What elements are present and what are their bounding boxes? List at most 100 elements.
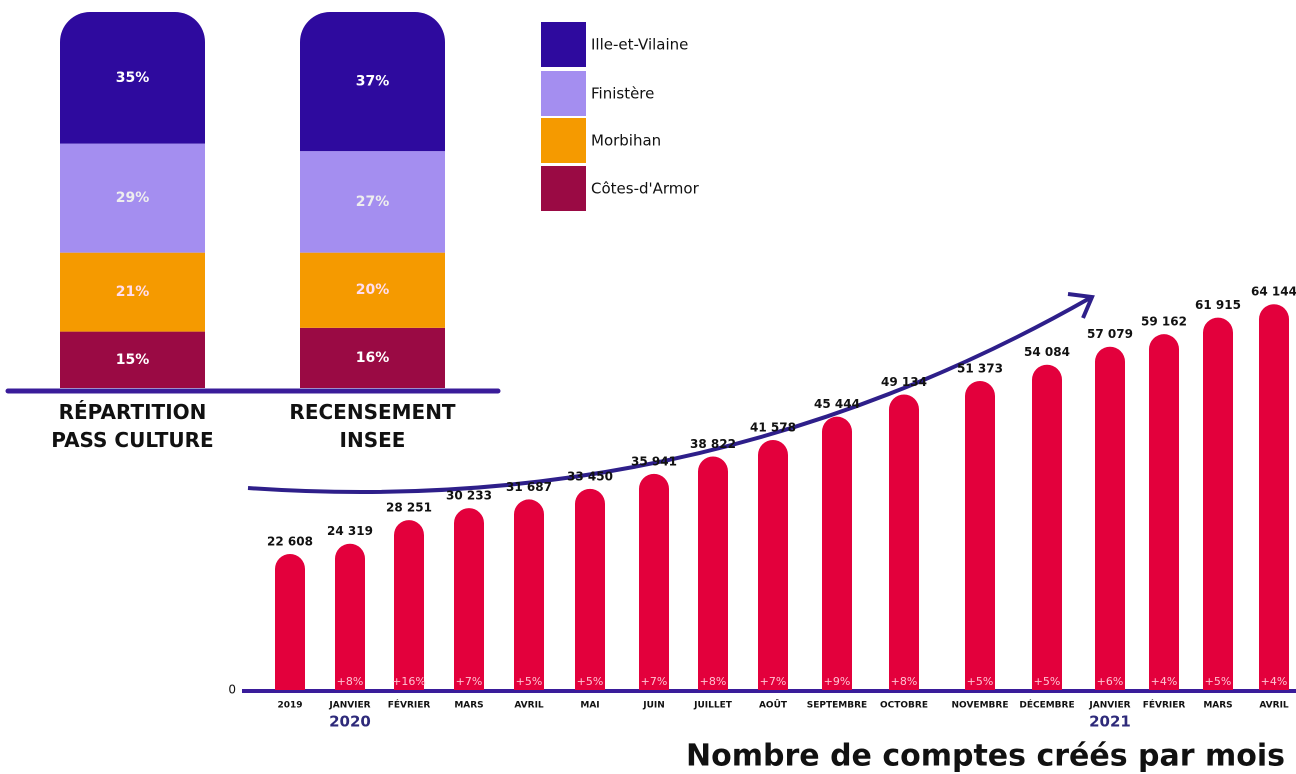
x-tick-label: JANVIER [1088,701,1130,711]
value-label: 27% [356,194,390,210]
legend-label: Ille-et-Vilaine [591,36,688,54]
bar [698,456,728,690]
legend-label: Morbihan [591,132,661,150]
bar [1032,364,1062,690]
x-tick-label: JUILLET [693,701,733,711]
x-tick-label: FÉVRIER [388,699,431,711]
bar [454,508,484,690]
bar [965,381,995,690]
growth-label: +7% [456,675,483,688]
value-label: 29% [116,190,150,206]
value-label: 15% [116,352,150,368]
bar [889,394,919,690]
x-tick-label: AOÛT [759,699,788,711]
value-label: 61 915 [1195,298,1241,312]
bar [1149,334,1179,690]
bar [394,520,424,690]
growth-label: +9% [824,675,851,688]
growth-label: +5% [1205,675,1232,688]
growth-label: +5% [967,675,994,688]
value-label: 28 251 [386,501,432,515]
arrow-head [1067,292,1095,319]
bar [275,554,305,690]
x-tick-label: SEPTEMBRE [807,701,867,711]
value-label: 35 941 [631,454,677,468]
value-label: 33 450 [567,469,613,483]
x-tick-label: DÉCEMBRE [1019,699,1074,711]
growth-label: +5% [577,675,604,688]
category-label: RECENSEMENT INSEE [289,400,456,452]
bar-segment [300,327,445,388]
bar-segment [300,151,445,253]
bar [575,488,605,690]
legend-label: Côtes-d'Armor [591,180,700,198]
value-label: 38 822 [690,437,736,451]
value-label: 54 084 [1024,345,1070,359]
growth-label: +7% [760,675,787,688]
bar-segment [60,143,205,253]
x-tick-label: MAI [580,701,599,711]
growth-label: +6% [1097,675,1124,688]
year-label: 2021 [1089,713,1131,731]
bar-segment [300,12,445,152]
bar-segment [60,331,205,388]
value-label: 20% [356,282,390,298]
y-tick-label: 0 [228,683,236,697]
growth-label: +4% [1261,675,1288,688]
value-label: 24 319 [327,524,373,538]
x-tick-label: NOVEMBRE [952,701,1009,711]
growth-label: +8% [337,675,364,688]
bar [1259,304,1289,690]
bar [335,543,365,690]
bar [514,499,544,690]
legend-swatch [541,71,586,116]
trend-arrow [247,296,1091,495]
bar-segment [60,12,205,144]
value-label: 30 233 [446,489,492,503]
growth-label: +5% [516,675,543,688]
growth-label: +16% [392,675,426,688]
value-label: 31 687 [506,480,552,494]
x-tick-label: AVRIL [514,701,544,711]
x-tick-label: MARS [454,701,483,711]
bar-segment [300,252,445,328]
x-tick-label: FÉVRIER [1143,699,1186,711]
bar-segment [60,252,205,332]
growth-label: +5% [1034,675,1061,688]
value-label: 16% [356,350,390,366]
value-label: 64 144 [1251,285,1296,299]
year-label: 2020 [329,713,371,731]
value-label: 22 608 [267,535,313,549]
growth-label: +8% [700,675,727,688]
bar [758,439,788,690]
growth-label: +8% [891,675,918,688]
x-tick-label: MARS [1203,701,1232,711]
legend-swatch [541,22,586,67]
value-label: 41 578 [750,420,796,434]
value-label: 21% [116,284,150,300]
legend-label: Finistère [591,85,654,103]
x-tick-label: JANVIER [328,701,370,711]
x-tick-label: JUIN [642,701,665,711]
x-tick-label: AVRIL [1259,701,1289,711]
value-label: 37% [356,74,390,90]
value-label: 59 162 [1141,315,1187,329]
bar [1203,317,1233,690]
chart-title: Nombre de comptes créés par mois [686,739,1285,774]
value-label: 51 373 [957,362,1003,376]
growth-label: +7% [641,675,668,688]
x-tick-label: 2019 [277,701,302,711]
bar [822,416,852,690]
x-tick-label: OCTOBRE [880,701,928,711]
bar [1095,346,1125,690]
category-label: RÉPARTITION PASS CULTURE [51,400,214,452]
value-label: 57 079 [1087,327,1133,341]
growth-label: +4% [1151,675,1178,688]
bar [639,473,669,690]
value-label: 35% [116,70,150,86]
legend-swatch [541,118,586,163]
value-label: 49 134 [881,375,927,389]
legend-swatch [541,166,586,211]
